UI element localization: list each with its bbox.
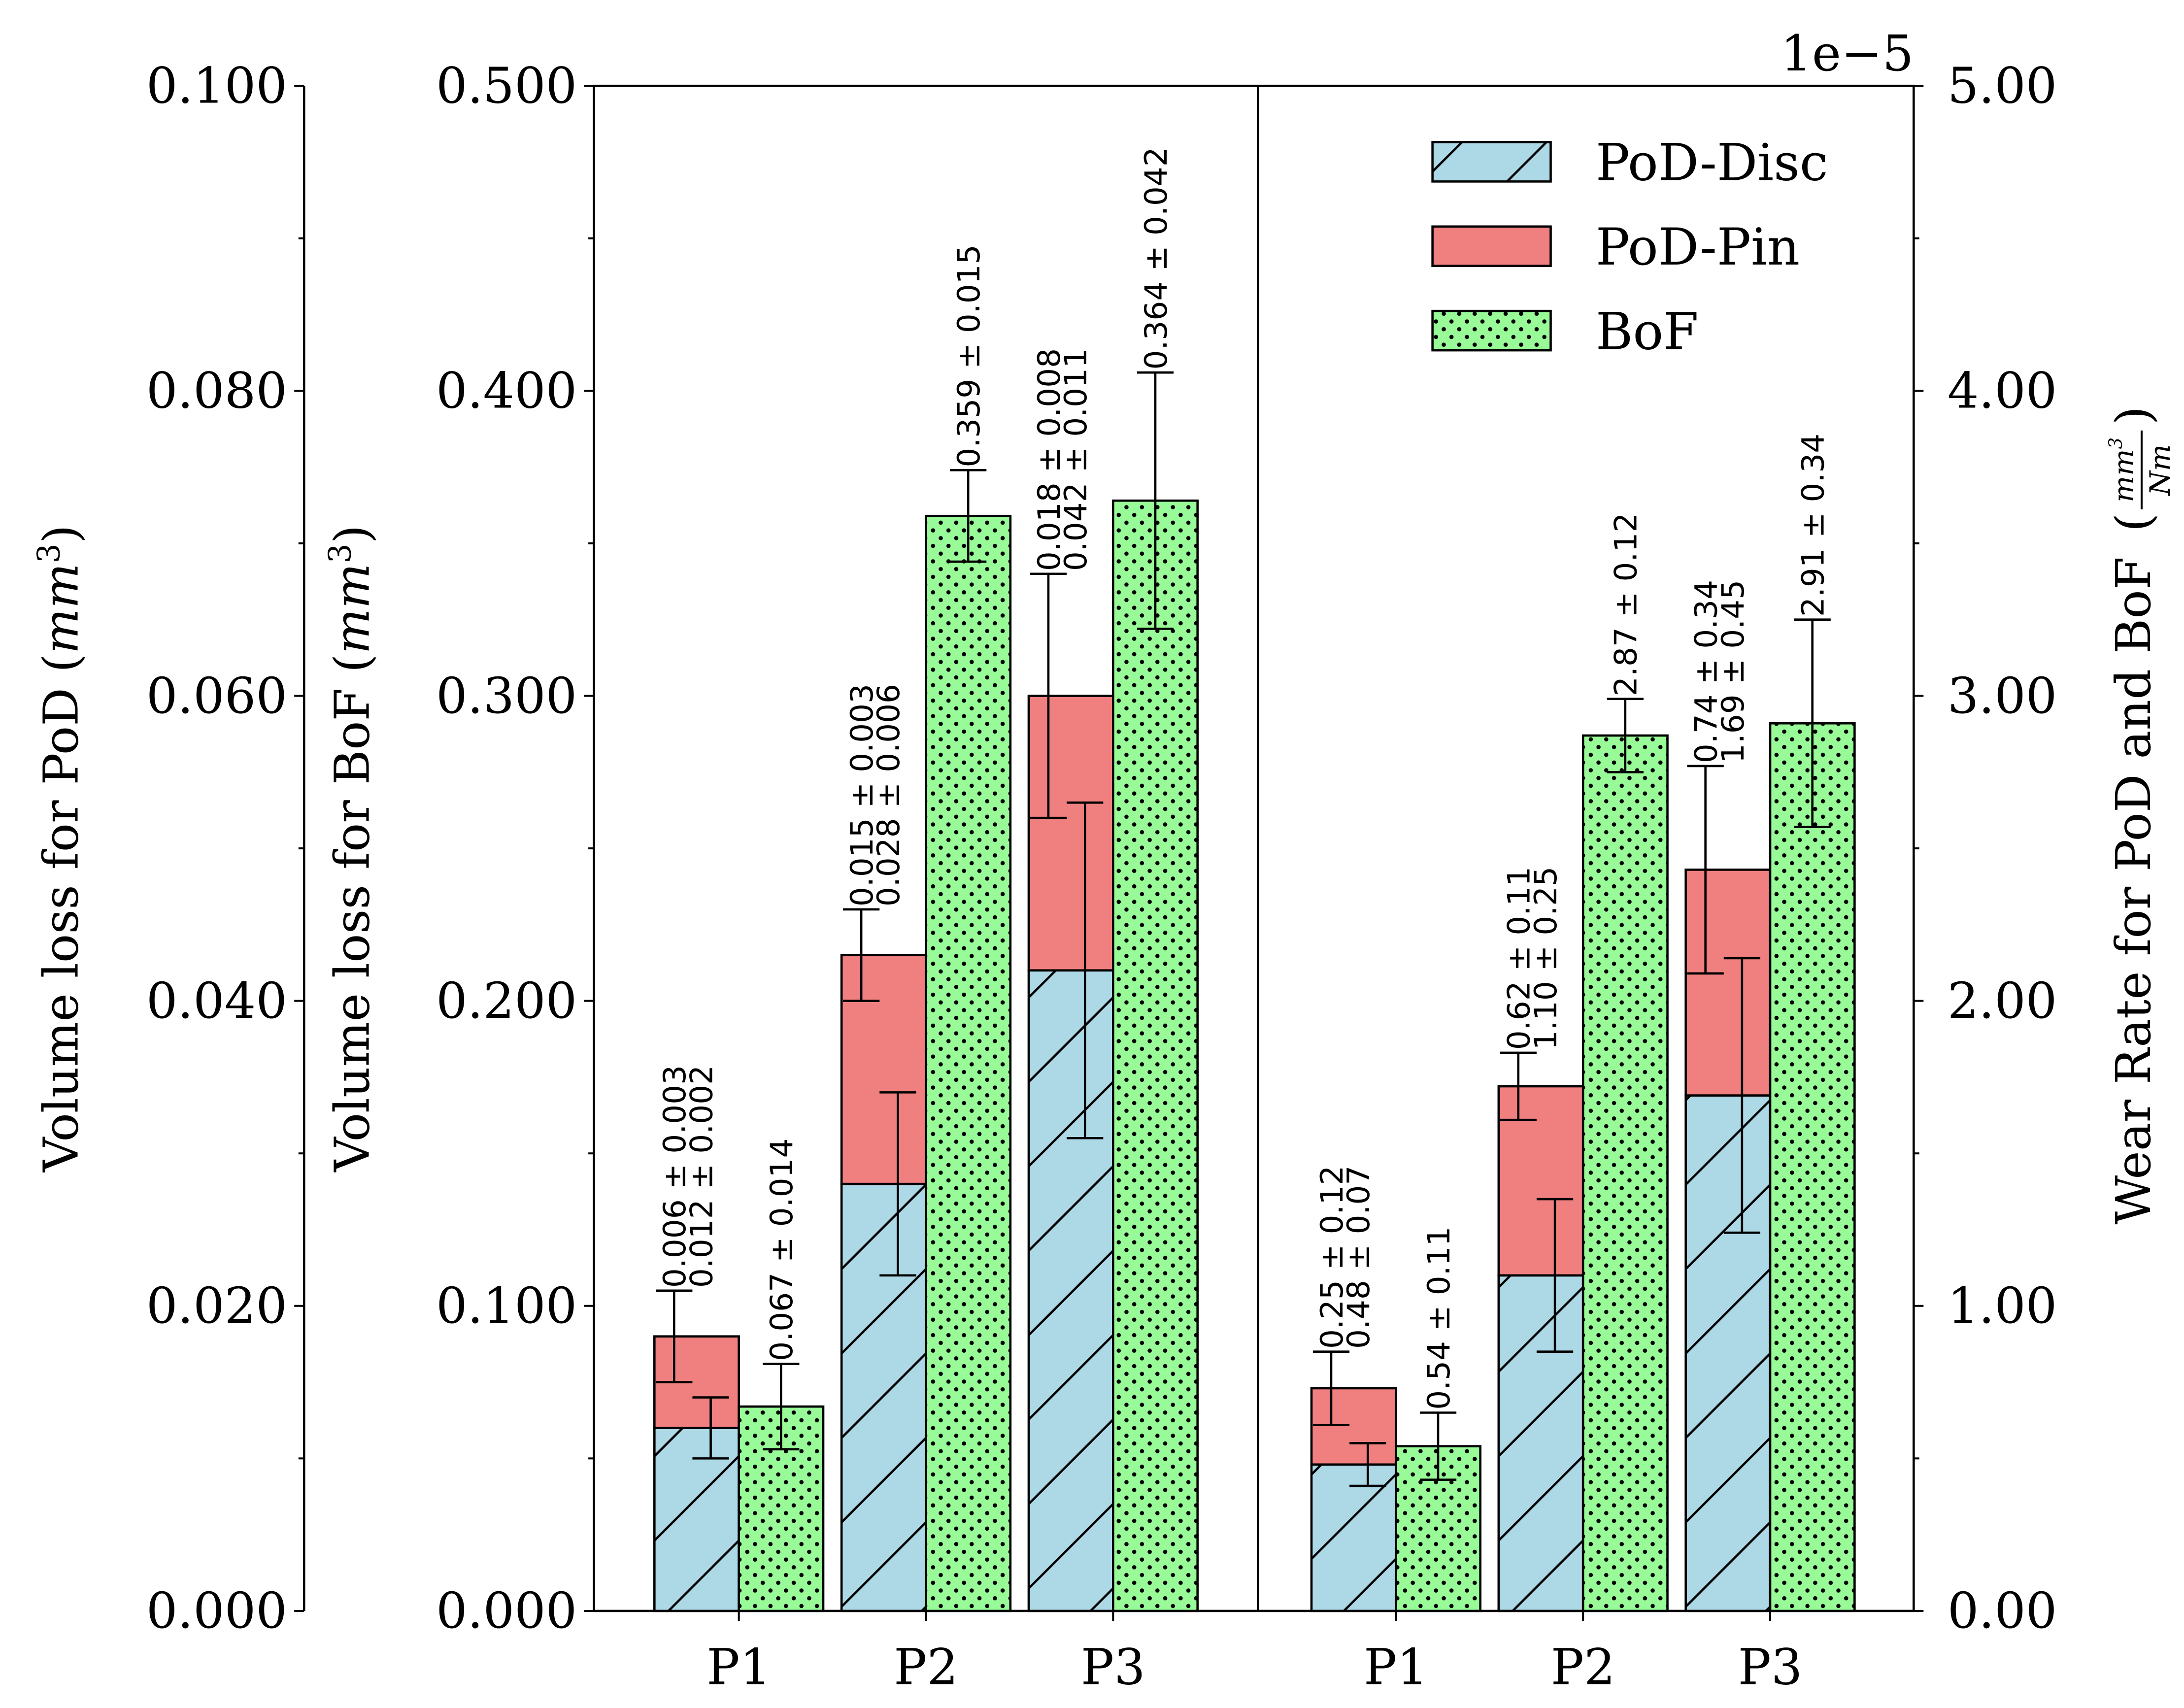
bof-axis-label-text: Volume loss for BoF ( (325, 654, 380, 1172)
data-label-bof-P3: 0.364 ± 0.042 (1138, 147, 1174, 369)
wear-axis-tick-label: 2.00 (1948, 972, 2057, 1030)
bof-axis-tick-label: 0.500 (436, 57, 577, 114)
x-tick-label-P3: P3 (1081, 1638, 1145, 1696)
bof-axis-tick-label: 0.300 (436, 667, 577, 725)
x-tick-label-P2: P2 (894, 1638, 958, 1696)
bar-bof-P2 (925, 514, 1012, 1612)
pod-axis-tick-label: 0.080 (146, 362, 287, 420)
pod-axis-label-text: Volume loss for PoD ( (33, 654, 89, 1172)
bar-bof-P2 (1581, 734, 1669, 1612)
bof-axis-label-unit-exp: 3 (322, 543, 358, 563)
data-label-pod-disc-P3: 0.042 ± 0.011 (1058, 348, 1094, 571)
wear-axis-label-text: Wear Rate for PoD and BoF (2106, 557, 2161, 1225)
data-label-pod-disc-P2: 1.10 ± 0.25 (1528, 867, 1564, 1050)
bar-pod-pin-P3 (1027, 695, 1114, 972)
pod-axis-label: Volume loss for PoD (mm3) (31, 525, 89, 1172)
data-label-bof-P2: 2.87 ± 0.12 (1608, 513, 1644, 696)
data-label-pod-pin-P1: 0.006 ± 0.003 (657, 1065, 693, 1288)
wear-axis-tick-label: 5.00 (1948, 57, 2057, 114)
data-label-pod-disc-P1: 0.012 ± 0.002 (683, 1065, 719, 1288)
bar-pod-pin-P1 (1310, 1387, 1397, 1466)
legend-swatch-pod-disc (1431, 141, 1552, 183)
pod-axis-tick-label: 0.020 (146, 1277, 287, 1335)
x-tick-label-P1: P1 (706, 1638, 771, 1696)
bar-pod-disc-P3 (1684, 1094, 1772, 1612)
data-label-bof-P3: 2.91 ± 0.34 (1795, 434, 1831, 617)
data-label-pod-pin-P2: 0.62 ± 0.11 (1501, 867, 1537, 1050)
bar-bof-P1 (1395, 1445, 1481, 1612)
x-tick-label-P1: P1 (1364, 1638, 1428, 1696)
data-label-pod-pin-P2: 0.015 ± 0.003 (844, 684, 880, 906)
pod-axis-tick-label: 0.040 (146, 972, 287, 1030)
data-label-pod-pin-P3: 0.74 ± 0.34 (1688, 580, 1724, 763)
data-label-bof-P1: 0.54 ± 0.11 (1421, 1227, 1457, 1410)
data-label-pod-pin-P3: 0.018 ± 0.008 (1031, 348, 1067, 571)
pod-axis-tick-label: 0.100 (146, 57, 287, 114)
pod-axis-tick-label: 0.060 (146, 667, 287, 725)
bof-axis-label: Volume loss for BoF (mm3) (322, 525, 380, 1172)
wear-axis-tick-label: 3.00 (1948, 667, 2057, 725)
data-label-pod-disc-P2: 0.028 ± 0.006 (871, 684, 907, 906)
data-label-pod-disc-P3: 1.69 ± 0.45 (1715, 580, 1751, 763)
x-tick-label-P3: P3 (1738, 1638, 1803, 1696)
bar-pod-disc-P2 (840, 1182, 927, 1612)
bar-pod-pin-P3 (1684, 869, 1772, 1097)
data-label-bof-P1: 0.067 ± 0.014 (764, 1139, 800, 1361)
wear-unit-numerator: mm3 (2105, 437, 2140, 502)
pod-axis-label-unit: mm (33, 563, 89, 654)
wear-axis-tick-label: 0.00 (1948, 1582, 2057, 1640)
data-label-pod-disc-P1: 0.48 ± 0.07 (1341, 1166, 1377, 1349)
legend-label-pod-disc: PoD-Disc (1596, 134, 1828, 193)
wear-axis-tick-label: 4.00 (1948, 362, 2057, 420)
wear-axis-label-paren-open: ( (2106, 513, 2161, 532)
bof-axis-label-paren: ) (325, 525, 380, 544)
bars-layer (653, 371, 1856, 1612)
data-label-pod-pin-P1: 0.25 ± 0.12 (1314, 1166, 1350, 1349)
pod-axis-label-paren: ) (33, 525, 89, 543)
bar-pod-pin-P2 (1497, 1085, 1584, 1277)
bar-pod-pin-P2 (840, 954, 927, 1185)
bar-bof-P3 (1112, 499, 1199, 1612)
bof-axis-tick-label: 0.100 (436, 1277, 577, 1335)
wear-unit-denominator: Nm (2144, 444, 2177, 497)
bof-axis-tick-label: 0.000 (436, 1582, 577, 1640)
bar-pod-disc-P3 (1027, 969, 1114, 1612)
legend-label-pod-pin: PoD-Pin (1596, 218, 1800, 277)
pod-axis-tick-label: 0.000 (146, 1582, 287, 1640)
legend-swatch-pod-pin (1431, 225, 1552, 268)
wear-axis-label-paren-close: ) (2106, 406, 2161, 425)
legend-label-bof: BoF (1596, 302, 1699, 361)
wear-unit-exp: 3 (2105, 437, 2126, 449)
data-label-bof-P2: 0.359 ± 0.015 (951, 244, 987, 467)
bof-axis-label-unit: mm (325, 563, 380, 654)
legend: PoD-Disc PoD-Pin BoF (1431, 134, 1828, 361)
bar-bof-P3 (1769, 722, 1856, 1612)
bar-pod-disc-P1 (1310, 1463, 1397, 1612)
legend-swatch-bof (1431, 309, 1552, 352)
bar-pod-disc-P2 (1497, 1274, 1584, 1612)
x-tick-label-P2: P2 (1551, 1638, 1615, 1696)
bof-axis-tick-label: 0.400 (436, 362, 577, 420)
pod-axis-label-unit-exp: 3 (31, 543, 67, 563)
axes-layer: 0.000 0.020 0.040 0.060 0.080 0.100 0.000 0.100… (31, 25, 2177, 1696)
wear-axis-offset-text: 1e−5 (1781, 25, 1914, 82)
wear-axis-tick-label: 1.00 (1948, 1277, 2057, 1335)
wear-unit-num: mm (2108, 449, 2140, 502)
bof-axis-tick-label: 0.200 (436, 972, 577, 1030)
bar-pod-disc-P1 (653, 1427, 740, 1612)
